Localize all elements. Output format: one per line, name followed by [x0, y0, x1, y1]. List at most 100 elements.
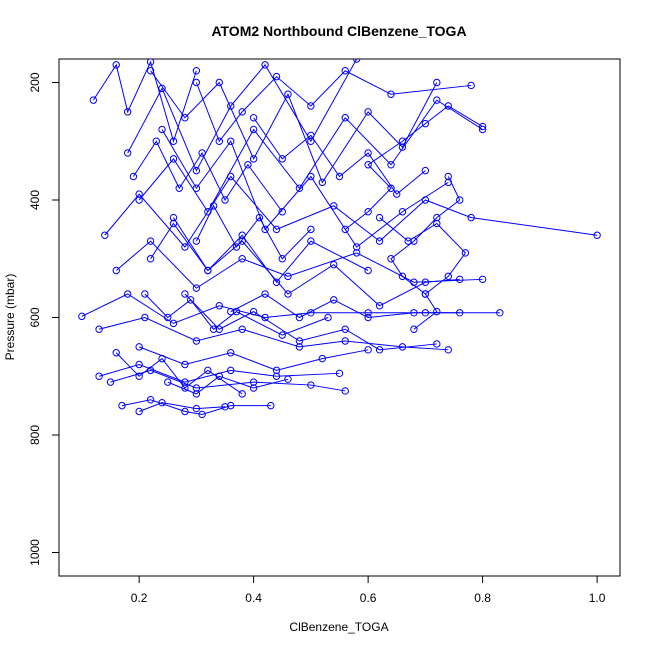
y-axis-label: Pressure (mbar): [3, 274, 17, 361]
data-point: [335, 172, 344, 181]
data-point: [307, 381, 315, 389]
series-line: [379, 217, 467, 295]
data-point: [461, 249, 470, 257]
data-point: [278, 208, 286, 216]
data-point: [444, 346, 452, 354]
data-point: [318, 178, 327, 187]
series-2: [123, 59, 361, 175]
data-point: [169, 137, 178, 145]
data-point: [112, 266, 120, 275]
data-point: [192, 67, 201, 75]
data-point: [295, 337, 304, 345]
data-point: [307, 102, 315, 110]
data-point: [278, 255, 286, 263]
series-line: [390, 176, 461, 330]
data-point: [135, 190, 143, 198]
data-point: [106, 378, 115, 386]
series-line: [98, 316, 449, 351]
series-line: [344, 105, 483, 230]
data-point: [209, 202, 218, 210]
data-point: [335, 369, 344, 378]
data-point: [278, 155, 286, 163]
data-point: [387, 90, 395, 98]
series-line: [167, 375, 289, 395]
series-14: [169, 213, 464, 310]
data-point: [593, 231, 601, 239]
data-point: [135, 343, 143, 351]
data-point: [307, 131, 315, 140]
data-point: [198, 410, 206, 419]
series-23: [129, 137, 286, 216]
series-5: [112, 237, 487, 292]
data-point: [433, 96, 441, 104]
series-17: [192, 67, 475, 145]
data-point: [330, 296, 338, 304]
data-point: [221, 403, 229, 411]
data-point: [204, 266, 212, 275]
data-point: [398, 272, 407, 281]
data-point: [352, 243, 361, 251]
data-point: [307, 225, 315, 234]
data-point: [146, 59, 155, 66]
data-point: [272, 366, 281, 375]
x-tick-label: 0.6: [360, 591, 377, 605]
data-point: [158, 84, 166, 93]
data-point: [364, 208, 372, 216]
series-28: [192, 202, 315, 263]
data-point: [129, 172, 138, 181]
data-point: [278, 331, 286, 339]
data-point: [135, 360, 143, 369]
data-point: [387, 255, 395, 263]
series-13: [158, 125, 452, 251]
data-point: [232, 307, 241, 316]
data-point: [456, 196, 464, 204]
data-point: [364, 266, 372, 275]
data-point: [421, 166, 430, 175]
data-point: [238, 255, 246, 263]
series-line: [253, 117, 426, 195]
series-line: [138, 99, 483, 213]
data-point: [433, 340, 441, 348]
x-tick-label: 0.4: [245, 591, 262, 605]
series-line: [127, 59, 358, 172]
data-point: [169, 213, 178, 222]
data-point: [141, 290, 149, 298]
data-point: [249, 125, 258, 134]
data-point: [272, 372, 281, 380]
x-tick-label: 1.0: [589, 591, 606, 605]
data-point: [78, 312, 86, 321]
series-line: [115, 352, 243, 395]
y-tick-label: 200: [28, 72, 42, 92]
data-point: [393, 190, 401, 198]
series-19: [387, 172, 464, 333]
series-20: [341, 102, 487, 234]
data-point: [267, 401, 275, 410]
data-point: [175, 184, 183, 192]
data-point: [181, 360, 189, 369]
data-point: [146, 237, 155, 245]
data-point: [375, 213, 384, 222]
data-point: [146, 255, 155, 263]
data-point: [123, 149, 132, 157]
data-point: [232, 243, 241, 251]
y-tick-label: 400: [28, 190, 42, 210]
data-point: [215, 302, 223, 310]
data-point: [192, 237, 201, 245]
data-point: [204, 366, 212, 375]
data-point: [186, 296, 195, 304]
data-point: [227, 401, 235, 410]
series-15: [181, 290, 441, 354]
data-point: [249, 155, 258, 163]
data-point: [198, 149, 206, 157]
data-point: [261, 290, 269, 298]
series-line: [173, 217, 460, 307]
series-line: [230, 293, 460, 319]
data-point: [496, 309, 504, 317]
y-axis: 200 400 600 800 1000: [28, 72, 60, 566]
data-point: [341, 67, 349, 75]
data-point: [364, 149, 372, 157]
data-point: [181, 243, 189, 251]
data-point: [238, 108, 246, 116]
series-line: [138, 346, 369, 371]
